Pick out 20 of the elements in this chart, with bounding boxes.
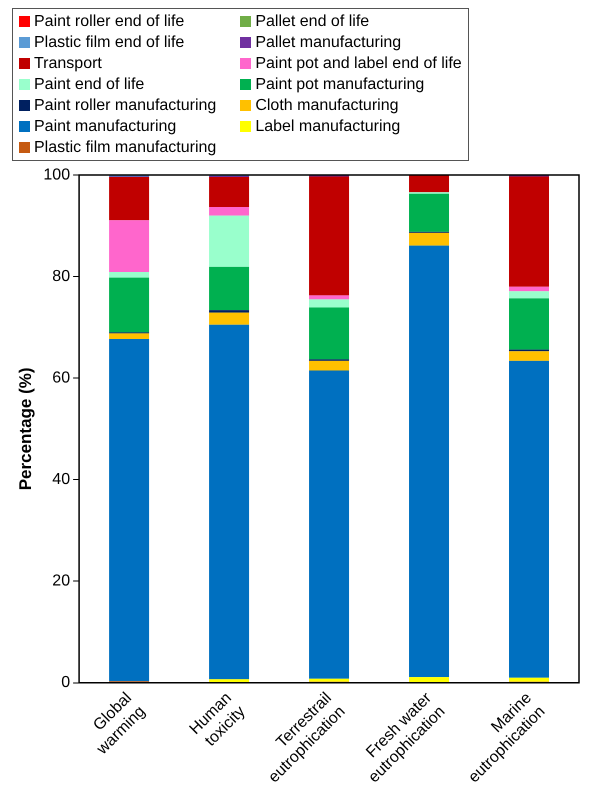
y-tick-label: 100 (43, 166, 70, 184)
y-tick-label: 40 (52, 471, 70, 488)
legend-label: Plastic film end of life (34, 33, 184, 53)
legend-label: Paint manufacturing (34, 117, 176, 137)
legend-label: Cloth manufacturing (255, 96, 398, 116)
legend-label: Pallet manufacturing (255, 33, 402, 53)
legend-label: Label manufacturing (255, 117, 400, 137)
legend-label: Paint roller end of life (34, 12, 184, 32)
y-tick-label: 20 (52, 572, 70, 590)
y-tick-label: 0 (61, 674, 70, 692)
y-tick-label: 60 (52, 370, 70, 387)
legend-label: Transport (34, 54, 102, 74)
y-tick-label: 80 (52, 268, 70, 285)
legend-label: Plastic film manufacturing (34, 138, 216, 158)
legend-label: Pallet end of life (255, 12, 370, 32)
legend-label: Paint roller manufacturing (34, 96, 216, 116)
legend-label: Paint pot manufacturing (255, 75, 424, 95)
legend-label: Paint pot and label end of life (255, 54, 462, 74)
legend-label: Paint end of life (34, 75, 144, 95)
y-axis-title: Percentage (%) (16, 367, 35, 490)
